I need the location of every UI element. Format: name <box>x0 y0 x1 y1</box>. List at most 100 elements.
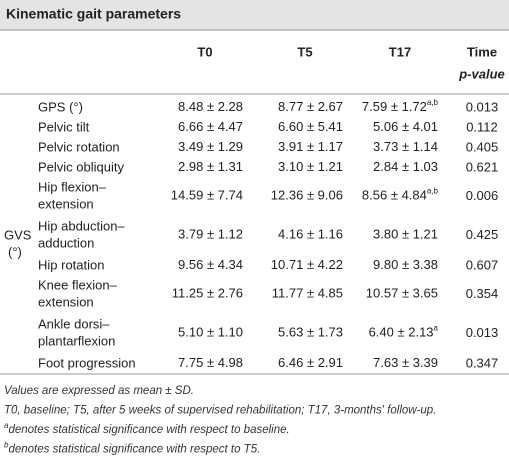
cell: 3.49 ± 1.29 <box>178 139 243 154</box>
cell: 11.77 ± 4.85 <box>272 286 343 301</box>
cell: 4.16 ± 1.16 <box>278 227 343 242</box>
cell-value: 11.25 ± 2.76 <box>172 286 243 301</box>
title-band <box>0 0 509 30</box>
cell: 12.36 ± 9.06 <box>271 188 343 203</box>
cell: 6.46 ± 2.91 <box>278 355 343 370</box>
cell-value: 14.59 ± 7.74 <box>171 188 243 203</box>
cell: 0.621 <box>466 159 499 174</box>
row-label: Pelvic rotation <box>38 139 120 154</box>
cell-value: 7.63 ± 3.39 <box>373 355 438 370</box>
cell-value: 5.63 ± 1.73 <box>278 325 343 340</box>
cell: 2.98 ± 1.31 <box>178 159 243 174</box>
cell-value: 3.79 ± 1.12 <box>178 227 243 242</box>
note-text: T0, baseline; T5, after 5 weeks of super… <box>4 405 436 417</box>
cell: 0.354 <box>466 286 499 301</box>
superscript: a <box>434 324 439 333</box>
cell: 0.006 <box>466 188 499 203</box>
cell: 9.80 ± 3.38 <box>373 257 438 272</box>
cell-value: 8.48 ± 2.28 <box>178 99 243 114</box>
cell: 0.607 <box>466 257 499 272</box>
cell: 11.25 ± 2.76 <box>172 286 243 301</box>
column-header: T17 <box>389 44 411 59</box>
group-label: (°) <box>8 244 22 259</box>
row-label: extension <box>38 294 94 309</box>
cell: 2.84 ± 1.03 <box>373 159 438 174</box>
cell: 3.73 ± 1.14 <box>373 139 438 154</box>
row-label: Ankle dorsi– <box>38 316 110 331</box>
cell-value: 6.46 ± 2.91 <box>278 355 343 370</box>
cell-value: 7.75 ± 4.98 <box>178 355 243 370</box>
cell: 8.56 ± 4.84a,b <box>362 187 439 203</box>
row-label: Pelvic obliquity <box>38 159 124 174</box>
column-header: T5 <box>297 44 312 59</box>
note: adenotes statistical significance with r… <box>4 421 290 436</box>
column-header: T0 <box>197 44 212 59</box>
cell: 0.405 <box>466 139 499 154</box>
row-label: plantarflexion <box>38 333 115 348</box>
note-text: denotes statistical significance with re… <box>8 424 289 436</box>
row-label: Knee flexion– <box>38 277 118 292</box>
row-label: GPS (°) <box>38 99 83 114</box>
cell: 3.10 ± 1.21 <box>278 159 343 174</box>
cell: 7.75 ± 4.98 <box>178 355 243 370</box>
note: T0, baseline; T5, after 5 weeks of super… <box>4 405 436 417</box>
cell: 9.56 ± 4.34 <box>178 257 243 272</box>
note-text: Values are expressed as mean ± SD. <box>4 385 194 397</box>
cell-value: 10.57 ± 3.65 <box>366 286 438 301</box>
cell-value: 11.77 ± 4.85 <box>272 286 343 301</box>
cell: 3.79 ± 1.12 <box>178 227 243 242</box>
superscript: b <box>4 441 9 450</box>
row-label: Hip flexion– <box>38 179 107 194</box>
cell: 3.91 ± 1.17 <box>278 139 343 154</box>
cell-value: 4.16 ± 1.16 <box>278 227 343 242</box>
cell: 10.57 ± 3.65 <box>366 286 438 301</box>
note: Values are expressed as mean ± SD. <box>4 385 194 397</box>
cell: 14.59 ± 7.74 <box>171 188 243 203</box>
cell: 7.63 ± 3.39 <box>373 355 438 370</box>
superscript: a,b <box>427 187 439 196</box>
superscript: a <box>4 421 9 430</box>
cell: 7.59 ± 1.72a,b <box>362 98 439 114</box>
cell-value: 5.06 ± 4.01 <box>373 119 438 134</box>
cell-value: 6.40 ± 2.13 <box>369 325 434 340</box>
cell: 0.347 <box>466 355 499 370</box>
cell-value: 7.59 ± 1.72 <box>362 99 427 114</box>
note: bdenotes statistical significance with r… <box>4 441 260 456</box>
cell-value: 8.77 ± 2.67 <box>278 99 343 114</box>
row-label: Hip rotation <box>38 257 104 272</box>
cell: 6.60 ± 5.41 <box>278 119 343 134</box>
cell-value: 9.56 ± 4.34 <box>178 257 243 272</box>
cell-value: 8.56 ± 4.84 <box>362 188 427 203</box>
cell-value: 3.91 ± 1.17 <box>278 139 343 154</box>
cell-value: 5.10 ± 1.10 <box>178 325 243 340</box>
cell: 0.112 <box>466 119 498 134</box>
row-label: adduction <box>38 235 94 250</box>
row-label: Hip abduction– <box>38 218 125 233</box>
note-text: denotes statistical significance with re… <box>8 444 260 456</box>
row-label: Foot progression <box>38 355 136 370</box>
cell: 8.48 ± 2.28 <box>178 99 243 114</box>
cell-value: 10.71 ± 4.22 <box>271 257 343 272</box>
table-title: Kinematic gait parameters <box>6 6 181 22</box>
cell-value: 12.36 ± 9.06 <box>271 188 343 203</box>
cell: 0.425 <box>466 227 499 242</box>
column-header: Time <box>467 44 497 59</box>
cell-value: 6.60 ± 5.41 <box>278 119 343 134</box>
cell-value: 9.80 ± 3.38 <box>373 257 438 272</box>
cell-value: 2.98 ± 1.31 <box>178 159 243 174</box>
cell: 6.66 ± 4.47 <box>178 119 243 134</box>
cell-value: 3.80 ± 1.21 <box>373 227 438 242</box>
cell-value: 2.84 ± 1.03 <box>373 159 438 174</box>
cell: 10.71 ± 4.22 <box>271 257 343 272</box>
cell: 0.013 <box>466 325 499 340</box>
cell-value: 3.73 ± 1.14 <box>373 139 438 154</box>
cell: 8.77 ± 2.67 <box>278 99 343 114</box>
row-label: extension <box>38 196 94 211</box>
cell: 5.06 ± 4.01 <box>373 119 438 134</box>
superscript: a,b <box>427 98 439 107</box>
cell-value: 6.66 ± 4.47 <box>178 119 243 134</box>
cell-value: 3.49 ± 1.29 <box>178 139 243 154</box>
cell: 3.80 ± 1.21 <box>373 227 438 242</box>
